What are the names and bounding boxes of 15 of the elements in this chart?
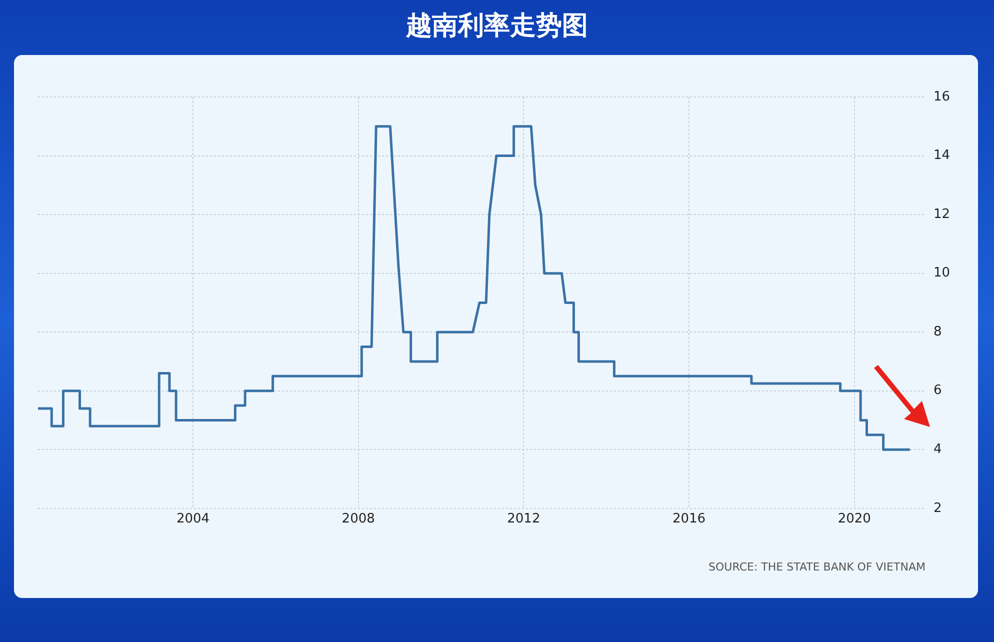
y-tick-label: 8: [933, 324, 942, 340]
y-tick-label: 6: [933, 383, 942, 398]
y-tick-label: 10: [933, 266, 950, 281]
chart-title: 越南利率走势图: [404, 10, 589, 43]
x-tick-label: 2020: [838, 512, 871, 527]
x-tick-label: 2016: [672, 512, 706, 527]
x-tick-label: 2012: [507, 512, 540, 527]
y-tick-label: 4: [933, 442, 942, 458]
y-tick-label: 2: [933, 500, 942, 516]
y-tick-label: 12: [933, 206, 950, 222]
y-tick-label: 16: [933, 89, 950, 104]
x-tick-label: 2008: [342, 512, 375, 527]
source-note: SOURCE: THE STATE BANK OF VIETNAM: [708, 560, 926, 574]
y-tick-label: 14: [933, 148, 950, 164]
x-tick-label: 2004: [176, 512, 210, 527]
